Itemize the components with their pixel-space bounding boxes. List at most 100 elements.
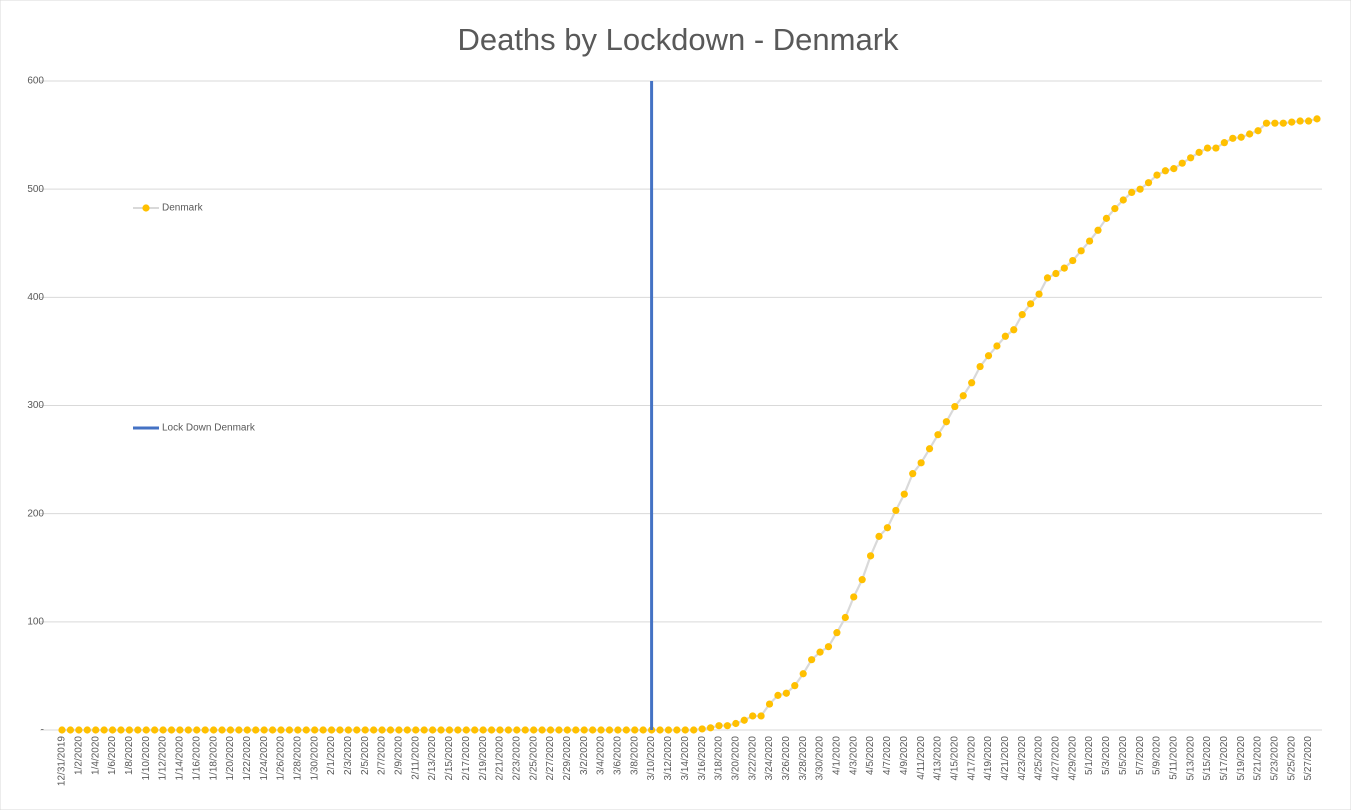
data-point bbox=[1161, 167, 1169, 175]
x-tick-label: 4/29/2020 bbox=[1067, 736, 1078, 781]
data-point bbox=[1102, 214, 1111, 222]
x-tick-label: 5/3/2020 bbox=[1101, 736, 1112, 775]
data-point bbox=[1069, 256, 1077, 265]
data-point bbox=[622, 726, 630, 734]
data-point bbox=[277, 726, 285, 734]
data-point bbox=[808, 656, 816, 664]
x-tick-label: 2/29/2020 bbox=[562, 736, 573, 781]
data-point bbox=[83, 726, 91, 734]
data-point bbox=[597, 726, 605, 734]
x-tick-label: 3/18/2020 bbox=[714, 736, 725, 781]
data-point bbox=[715, 722, 723, 730]
x-tick-label: 1/2/2020 bbox=[73, 736, 84, 775]
x-tick-label: 4/13/2020 bbox=[933, 736, 944, 781]
x-tick-label: 1/22/2020 bbox=[242, 736, 253, 781]
x-tick-label: 3/4/2020 bbox=[596, 736, 607, 775]
data-point bbox=[749, 712, 757, 720]
x-tick-label: 2/15/2020 bbox=[444, 736, 455, 781]
x-tick-label: 2/11/2020 bbox=[410, 736, 421, 780]
data-point bbox=[471, 726, 479, 734]
data-point bbox=[1119, 196, 1127, 204]
data-point bbox=[968, 379, 976, 387]
x-tick-label: 3/26/2020 bbox=[781, 736, 792, 781]
data-point bbox=[521, 726, 529, 734]
x-tick-label: 5/13/2020 bbox=[1185, 736, 1196, 781]
x-tick-label: 1/30/2020 bbox=[309, 736, 320, 781]
x-tick-label: 3/28/2020 bbox=[798, 736, 809, 781]
x-tick-label: 3/6/2020 bbox=[613, 736, 624, 775]
data-point bbox=[285, 726, 294, 734]
data-point bbox=[327, 726, 336, 734]
x-tick-label: 1/18/2020 bbox=[208, 736, 219, 781]
data-point bbox=[833, 629, 841, 637]
x-tick-label: 1/6/2020 bbox=[107, 736, 118, 775]
data-point bbox=[437, 726, 445, 734]
x-tick-label: 2/7/2020 bbox=[377, 736, 388, 775]
x-tick-label: 1/24/2020 bbox=[259, 736, 270, 781]
x-tick-label: 1/28/2020 bbox=[292, 736, 303, 781]
data-point bbox=[1279, 119, 1287, 127]
data-point bbox=[454, 726, 462, 734]
data-point bbox=[841, 613, 849, 622]
data-point bbox=[75, 726, 83, 734]
data-point bbox=[976, 362, 984, 371]
legend-label: Denmark bbox=[162, 203, 204, 214]
data-point bbox=[311, 726, 319, 734]
data-point bbox=[504, 726, 513, 734]
x-tick-label: 5/21/2020 bbox=[1253, 736, 1264, 781]
data-point bbox=[167, 726, 176, 734]
x-tick-label: 1/12/2020 bbox=[158, 736, 169, 781]
data-point bbox=[614, 726, 622, 734]
x-tick-label: 4/19/2020 bbox=[983, 736, 994, 781]
x-tick-label: 5/15/2020 bbox=[1202, 736, 1213, 781]
data-point bbox=[294, 726, 302, 734]
x-tick-label: 3/2/2020 bbox=[579, 736, 590, 775]
data-point bbox=[605, 726, 614, 734]
legend-label: Lock Down Denmark bbox=[162, 423, 256, 434]
x-tick-label: 5/25/2020 bbox=[1286, 736, 1297, 781]
data-point bbox=[1128, 188, 1136, 197]
data-point bbox=[723, 722, 732, 730]
data-point bbox=[193, 726, 201, 734]
data-point bbox=[235, 726, 243, 734]
y-tick-label: 100 bbox=[27, 616, 44, 627]
x-tick-label: 4/7/2020 bbox=[882, 736, 893, 775]
data-point bbox=[1313, 115, 1321, 123]
data-point bbox=[530, 726, 538, 734]
x-tick-label: 1/26/2020 bbox=[276, 736, 287, 781]
x-tick-label: 4/5/2020 bbox=[865, 736, 876, 775]
data-point bbox=[538, 726, 546, 734]
data-point bbox=[1060, 264, 1068, 272]
data-point bbox=[858, 576, 866, 584]
x-tick-label: 1/20/2020 bbox=[225, 736, 236, 781]
data-point bbox=[934, 431, 942, 439]
x-tick-label: 2/27/2020 bbox=[545, 736, 556, 781]
data-point bbox=[260, 726, 268, 734]
data-point bbox=[816, 648, 824, 656]
x-tick-label: 2/9/2020 bbox=[394, 736, 405, 775]
data-point bbox=[1094, 226, 1102, 234]
data-point bbox=[445, 726, 454, 734]
x-tick-label: 5/17/2020 bbox=[1219, 736, 1230, 781]
data-point bbox=[892, 506, 900, 515]
data-point bbox=[66, 726, 75, 734]
data-point bbox=[370, 726, 378, 734]
data-point bbox=[706, 724, 715, 732]
data-point bbox=[1043, 274, 1052, 282]
data-point bbox=[344, 726, 352, 734]
data-point bbox=[1027, 300, 1035, 308]
x-tick-label: 4/23/2020 bbox=[1017, 736, 1028, 781]
data-point bbox=[100, 726, 108, 734]
data-point bbox=[1035, 290, 1043, 298]
y-tick-label: - bbox=[41, 725, 44, 736]
data-point bbox=[925, 445, 934, 453]
data-point bbox=[1195, 148, 1203, 156]
y-tick-label: 400 bbox=[27, 292, 44, 303]
data-point bbox=[184, 726, 192, 734]
data-point bbox=[1153, 171, 1161, 179]
data-point bbox=[92, 726, 100, 734]
data-point bbox=[639, 726, 647, 734]
data-point bbox=[268, 726, 277, 734]
data-point bbox=[353, 726, 361, 734]
x-tick-label: 3/20/2020 bbox=[730, 736, 741, 781]
